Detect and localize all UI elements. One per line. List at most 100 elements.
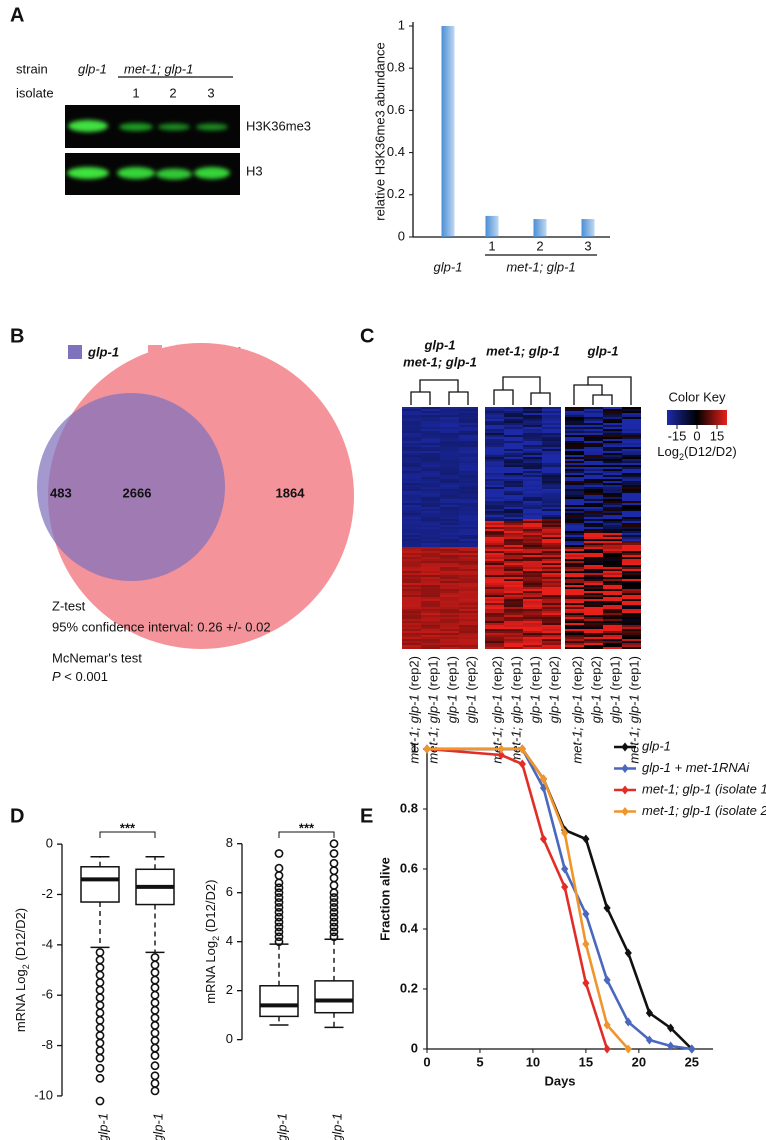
heatmap-stripe — [622, 427, 641, 429]
heatmap-stripe — [565, 545, 584, 547]
panel-label: C — [360, 325, 374, 347]
heatmap-stripe — [565, 543, 584, 545]
heatmap-stripe — [603, 623, 622, 625]
heatmap-stripe — [622, 493, 641, 495]
heatmap-stripe — [622, 531, 641, 533]
heatmap-stripe — [603, 529, 622, 531]
heatmap-stripe — [402, 595, 421, 597]
heatmap-stripe — [459, 473, 478, 475]
heatmap-stripe — [603, 587, 622, 589]
heatmap-stripe — [622, 631, 641, 633]
heatmap-stripe — [603, 559, 622, 561]
heatmap-stripe — [584, 497, 603, 499]
heatmap-stripe — [440, 549, 459, 551]
heatmap-stripe — [542, 565, 561, 567]
heatmap-stripe — [421, 595, 440, 597]
heatmap-stripe — [565, 447, 584, 449]
heatmap-stripe — [523, 417, 542, 419]
heatmap-stripe — [542, 507, 561, 509]
heatmap-stripe — [565, 619, 584, 621]
outlier — [329, 927, 339, 937]
heatmap-stripe — [485, 469, 504, 471]
heatmap-stripe — [565, 585, 584, 587]
stats-text: McNemar's test — [52, 650, 142, 665]
heatmap-stripe — [542, 423, 561, 425]
heatmap-stripe — [402, 407, 421, 409]
heatmap-stripe — [523, 415, 542, 417]
heatmap-stripe — [504, 557, 523, 559]
heatmap-stripe — [523, 509, 542, 511]
heatmap-stripe — [485, 507, 504, 509]
heatmap-stripe — [421, 551, 440, 553]
heatmap-stripe — [542, 591, 561, 593]
heatmap-stripe — [565, 627, 584, 629]
heatmap-stripe — [402, 645, 421, 647]
heatmap-stripe — [402, 483, 421, 485]
heatmap-stripe — [504, 593, 523, 595]
heatmap-stripe — [485, 493, 504, 495]
heatmap-stripe — [584, 495, 603, 497]
heatmap-stripe — [421, 513, 440, 515]
heatmap-stripe — [459, 557, 478, 559]
series-marker — [688, 1044, 696, 1054]
heatmap-stripe — [504, 635, 523, 637]
outlier — [274, 927, 284, 937]
heatmap-stripe — [485, 441, 504, 443]
heatmap-stripe — [584, 617, 603, 619]
heatmap-stripe — [622, 477, 641, 479]
heatmap-stripe — [565, 461, 584, 463]
heatmap-stripe — [459, 591, 478, 593]
heatmap-group-title: glp-1 — [423, 337, 455, 352]
heatmap-stripe — [421, 469, 440, 471]
heatmap-stripe — [584, 451, 603, 453]
heatmap-stripe — [459, 451, 478, 453]
heatmap-stripe — [440, 635, 459, 637]
heatmap-stripe — [542, 463, 561, 465]
heatmap-stripe — [622, 497, 641, 499]
heatmap-stripe — [504, 525, 523, 527]
heatmap-stripe — [603, 417, 622, 419]
heatmap-stripe — [542, 597, 561, 599]
heatmap-stripe — [459, 567, 478, 569]
heatmap-stripe — [421, 545, 440, 547]
heatmap-stripe — [504, 511, 523, 513]
heatmap-stripe — [440, 587, 459, 589]
heatmap-stripe — [504, 603, 523, 605]
heatmap-stripe — [504, 543, 523, 545]
heatmap-stripe — [440, 631, 459, 633]
heatmap-stripe — [542, 643, 561, 645]
heatmap-stripe — [504, 485, 523, 487]
heatmap-stripe — [421, 589, 440, 591]
heatmap-stripe — [622, 465, 641, 467]
heatmap-stripe — [565, 485, 584, 487]
heatmap-stripe — [459, 531, 478, 533]
series-marker — [667, 1023, 675, 1033]
outlier — [274, 917, 284, 927]
outlier — [95, 1063, 105, 1073]
heatmap-stripe — [622, 591, 641, 593]
heatmap-stripe — [421, 557, 440, 559]
heatmap-stripe — [603, 409, 622, 411]
series-marker — [518, 744, 526, 754]
x-tick-label: 0 — [423, 1054, 430, 1069]
heatmap-stripe — [504, 419, 523, 421]
legend-label: met-1; glp-1 (isolate 2) — [642, 803, 766, 818]
heatmap-stripe — [542, 509, 561, 511]
heatmap-stripe — [523, 589, 542, 591]
heatmap-stripe — [421, 487, 440, 489]
heatmap-stripe — [622, 557, 641, 559]
heatmap-stripe — [421, 515, 440, 517]
heatmap-stripe — [504, 425, 523, 427]
color-key-tick-label: 15 — [710, 428, 724, 443]
heatmap-stripe — [542, 515, 561, 517]
heatmap-stripe — [603, 447, 622, 449]
outlier — [95, 1038, 105, 1048]
heatmap-stripe — [622, 577, 641, 579]
heatmap-stripe — [542, 439, 561, 441]
heatmap-stripe — [565, 583, 584, 585]
heatmap-stripe — [622, 519, 641, 521]
heatmap-stripe — [622, 487, 641, 489]
heatmap-stripe — [584, 439, 603, 441]
heatmap-stripe — [504, 597, 523, 599]
heatmap-stripe — [622, 445, 641, 447]
